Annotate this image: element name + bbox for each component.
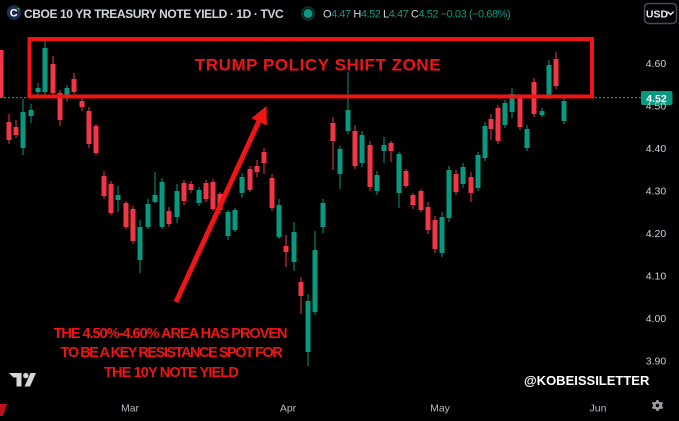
svg-text:Mar: Mar [121,403,140,415]
svg-text:3.90: 3.90 [646,355,667,367]
svg-text:4.60: 4.60 [646,58,667,70]
svg-text:TRUMP POLICY SHIFT ZONE: TRUMP POLICY SHIFT ZONE [195,56,441,75]
svg-text:O4.47 H4.52 L4.47 C4.52 −0.03: O4.47 H4.52 L4.47 C4.52 −0.03 (−0.68%) [323,9,510,21]
svg-text:4.00: 4.00 [646,313,667,325]
svg-text:Apr: Apr [280,403,297,415]
svg-text:THE 4.50%-4.60% AREA HAS PROVE: THE 4.50%-4.60% AREA HAS PROVEN [53,326,287,342]
svg-text:4.50: 4.50 [646,100,667,112]
svg-text:4.40: 4.40 [646,143,667,155]
svg-text:THE 10Y NOTE YIELD: THE 10Y NOTE YIELD [104,365,238,381]
svg-text:CBOE 10 YR TREASURY NOTE YIELD: CBOE 10 YR TREASURY NOTE YIELD · 1D · TV… [24,7,284,21]
svg-text:4.52: 4.52 [646,93,667,105]
svg-text:4.20: 4.20 [646,228,667,240]
svg-text:C: C [10,8,18,20]
svg-text:TO BE A KEY RESISTANCE SPOT FO: TO BE A KEY RESISTANCE SPOT FOR [61,345,284,361]
svg-text:Jun: Jun [590,403,607,415]
svg-text:4.30: 4.30 [646,185,667,197]
svg-text:@KOBEISSILETTER: @KOBEISSILETTER [524,373,650,388]
svg-text:May: May [430,403,451,415]
svg-text:4.10: 4.10 [646,270,667,282]
svg-text:USD: USD [646,8,669,20]
